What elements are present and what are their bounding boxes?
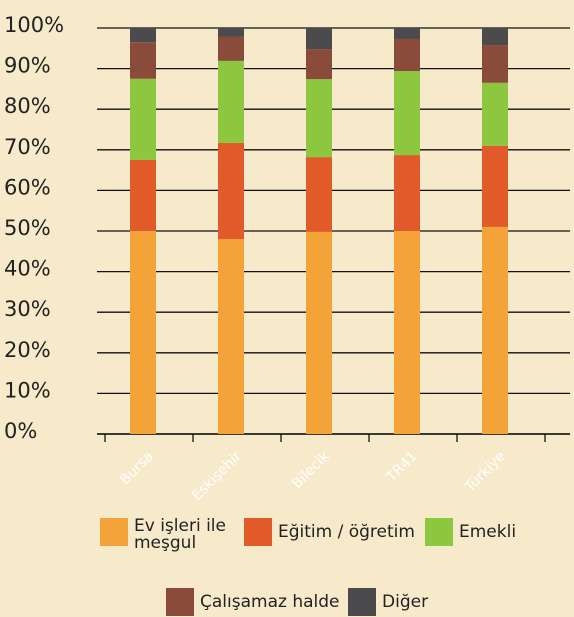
legend-item: Çalışamaz halde	[166, 588, 339, 616]
bar-segment	[130, 78, 156, 160]
y-tick-label: 0%	[4, 419, 37, 443]
y-tick-label: 80%	[4, 94, 51, 118]
bar-segment	[218, 36, 244, 61]
bar-segment	[482, 145, 508, 227]
legend-swatch	[100, 518, 128, 546]
bar-segment	[130, 159, 156, 231]
legend-item: Ev işleri ile meşgul	[100, 518, 235, 552]
y-tick-label: 10%	[4, 378, 51, 402]
bar-segment	[218, 239, 244, 434]
y-tick-label: 40%	[4, 257, 51, 281]
bar-segment	[218, 28, 244, 37]
bar-segment	[218, 60, 244, 143]
x-tick-label: Bilecik	[289, 448, 333, 492]
x-tick-label: Eskişehir	[189, 448, 245, 500]
legend-item: Eğitim / öğretim	[244, 518, 415, 546]
bar-segment	[130, 28, 156, 43]
bar-segment	[482, 28, 508, 46]
y-tick-label: 100%	[4, 13, 64, 37]
x-tick-label: Türkiye	[461, 448, 508, 495]
legend-label: Eğitim / öğretim	[278, 522, 415, 542]
bar-segment	[306, 157, 332, 232]
bar-segment	[482, 82, 508, 146]
y-tick-label: 60%	[4, 175, 51, 199]
bar-segment	[482, 226, 508, 434]
y-tick-label: 20%	[4, 338, 51, 362]
legend-label: Emekli	[459, 522, 517, 542]
legend-label: Ev işleri ile meşgul	[134, 516, 226, 553]
bar-segment	[394, 28, 420, 39]
bar-segment	[130, 42, 156, 79]
y-tick-label: 90%	[4, 54, 51, 78]
legend-item: Diğer	[348, 588, 428, 616]
legend-swatch	[244, 518, 272, 546]
bar-segment	[482, 45, 508, 83]
bar-segment	[306, 231, 332, 434]
y-tick-label: 30%	[4, 297, 51, 321]
y-tick-label: 50%	[4, 216, 51, 240]
bar-segment	[394, 71, 420, 156]
legend-swatch	[425, 518, 453, 546]
legend-label: Çalışamaz halde	[200, 592, 340, 612]
x-tick-label: TR41	[383, 448, 421, 486]
legend-swatch	[348, 588, 376, 616]
legend-label: Diğer	[382, 592, 429, 612]
bar-segment	[306, 28, 332, 50]
bar-segment	[306, 79, 332, 158]
legend-item: Emekli	[425, 518, 516, 546]
y-tick-label: 70%	[4, 135, 51, 159]
bar-segment	[394, 231, 420, 434]
bar-segment	[394, 155, 420, 231]
bar-segment	[306, 49, 332, 80]
bar-segment	[218, 142, 244, 240]
legend-swatch	[166, 588, 194, 616]
chart: 0% 10% 20% 30% 40% 50% 60% 70% 80% 90% 100% Bursa Es…	[4, 13, 570, 504]
bar-segment	[394, 38, 420, 72]
bar-segment	[130, 231, 156, 434]
x-tick-label: Bursa	[117, 448, 157, 488]
